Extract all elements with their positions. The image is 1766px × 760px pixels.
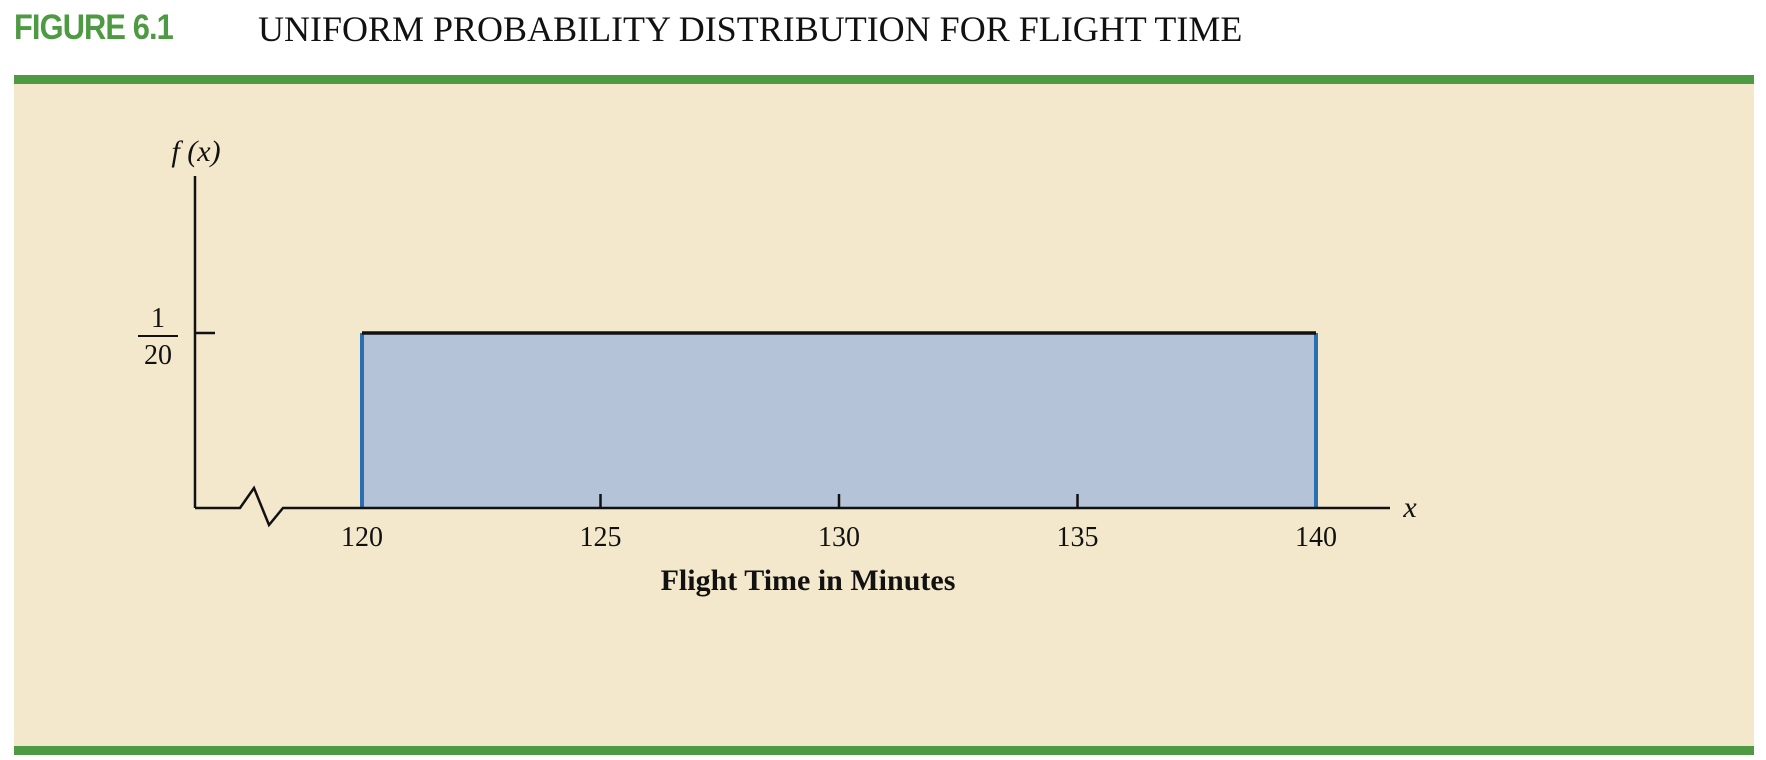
x-tick-label-125: 125: [580, 522, 622, 553]
figure-number: FIGURE 6.1: [14, 8, 174, 47]
x-tick-label-140: 140: [1295, 522, 1337, 553]
x-tick-label-135: 135: [1057, 522, 1099, 553]
figure-header: FIGURE 6.1 UNIFORM PROBABILITY DISTRIBUT…: [14, 0, 1754, 64]
x-tick-label-130: 130: [818, 522, 860, 553]
x-axis-label: Flight Time in Minutes: [661, 564, 956, 597]
uniform-density-area: [362, 333, 1316, 508]
y-tick-label-denominator: 20: [144, 340, 172, 371]
x-axis-with-break: [195, 485, 1390, 528]
top-green-rule: [14, 75, 1754, 84]
x-tick-label-120: 120: [341, 522, 383, 553]
y-tick-label-numerator: 1: [151, 303, 165, 334]
y-axis-label: f (x): [171, 135, 220, 168]
x-axis-ticks: 120 125 130 135 140: [341, 494, 1337, 553]
x-axis-symbol: x: [1402, 491, 1417, 524]
figure-title: UNIFORM PROBABILITY DISTRIBUTION FOR FLI…: [258, 9, 1243, 49]
bottom-green-rule: [14, 746, 1754, 755]
